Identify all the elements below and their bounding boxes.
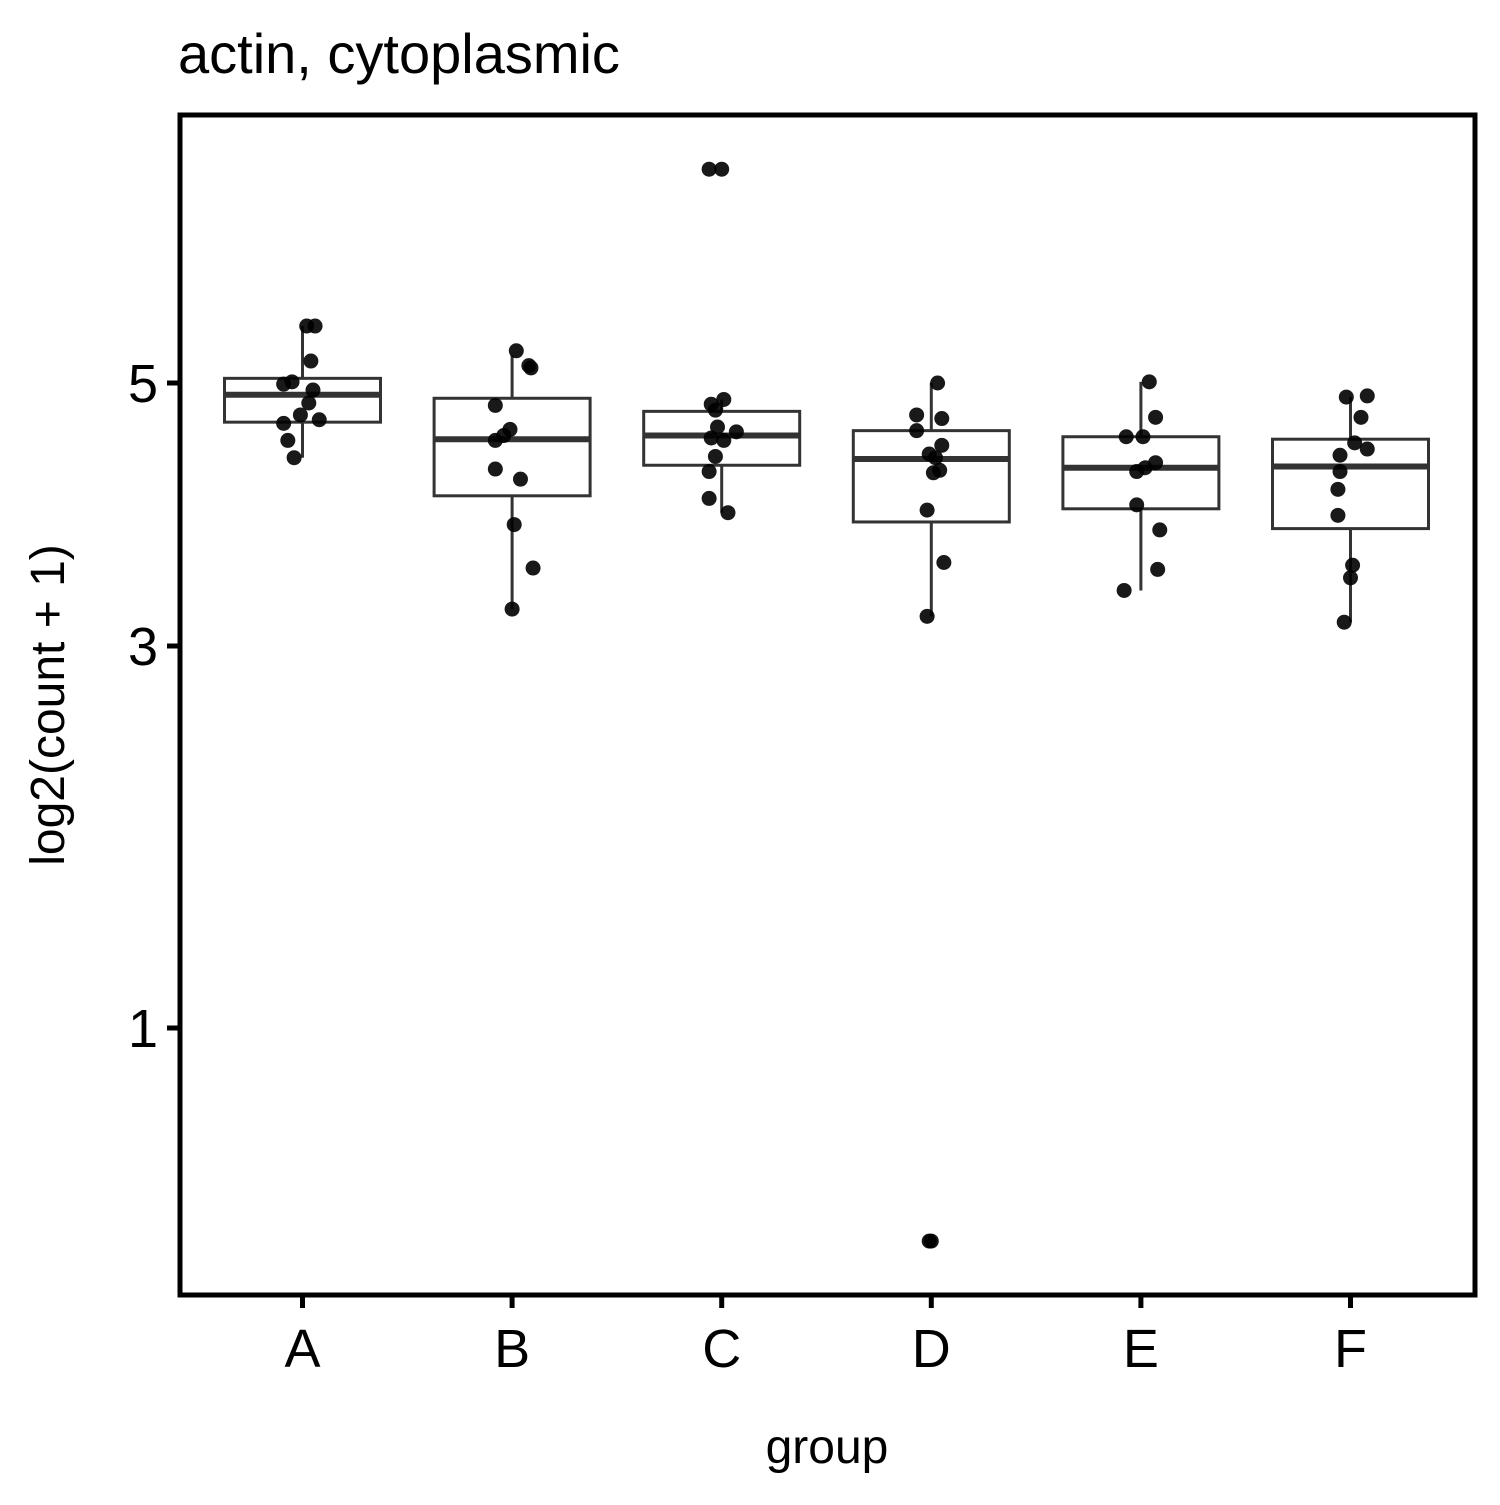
box-A: [223, 326, 382, 458]
data-point-E: [1141, 374, 1157, 390]
data-point-F: [1347, 435, 1363, 451]
data-point-A: [276, 376, 292, 392]
data-point-A: [292, 407, 308, 423]
plot-area: [223, 161, 1430, 1249]
x-tick-label: F: [1334, 1319, 1367, 1379]
y-axis: 1 3 5: [128, 354, 180, 1059]
data-point-F: [1332, 447, 1348, 463]
plot-frame: [177, 112, 1478, 1298]
data-point-C: [701, 464, 717, 480]
data-points: [276, 161, 1375, 1249]
data-point-B: [504, 601, 520, 617]
data-point-D: [927, 450, 943, 466]
data-point-D: [934, 411, 950, 427]
y-tick-label: 1: [128, 999, 158, 1059]
box-body: [1271, 437, 1430, 531]
data-point-D: [925, 465, 941, 481]
data-point-D: [909, 407, 925, 423]
data-point-D: [909, 423, 925, 439]
data-point-E: [1129, 497, 1145, 513]
data-point-C: [707, 402, 723, 418]
data-point-E: [1129, 464, 1145, 480]
data-point-F: [1343, 570, 1358, 586]
data-point-B: [525, 560, 541, 576]
y-tick-label: 3: [128, 617, 158, 677]
data-point-F: [1338, 389, 1354, 405]
data-point-D: [923, 1233, 939, 1249]
data-point-D: [930, 375, 946, 391]
data-point-A: [311, 412, 327, 428]
data-point-A: [276, 415, 292, 431]
x-axis-title: group: [766, 1421, 889, 1474]
data-point-C: [701, 161, 717, 177]
data-point-C: [701, 490, 717, 506]
x-tick-label: A: [284, 1319, 320, 1379]
box-E: [1061, 381, 1221, 591]
data-point-A: [286, 450, 302, 466]
data-point-D: [919, 502, 935, 518]
data-point-C: [714, 161, 730, 177]
box-body: [432, 396, 592, 498]
data-point-E: [1148, 409, 1164, 425]
data-point-A: [301, 395, 317, 411]
data-point-E: [1152, 522, 1168, 538]
data-point-B: [523, 360, 539, 376]
x-axis: A B C D E F: [284, 1295, 1367, 1379]
data-point-F: [1330, 481, 1346, 497]
data-point-B: [508, 343, 524, 359]
data-point-A: [280, 432, 296, 448]
box-F: [1271, 397, 1430, 623]
data-point-B: [487, 461, 503, 477]
data-point-C: [716, 432, 732, 448]
data-point-F: [1353, 409, 1369, 425]
x-tick-label: E: [1123, 1319, 1159, 1379]
data-point-B: [512, 471, 528, 487]
data-point-B: [487, 397, 503, 413]
data-point-C: [710, 419, 726, 435]
chart-title: actin, cytoplasmic: [178, 22, 620, 85]
x-tick-label: D: [912, 1319, 951, 1379]
data-point-C: [716, 391, 732, 407]
data-point-D: [919, 608, 935, 624]
data-point-F: [1359, 441, 1375, 457]
x-tick-label: B: [494, 1319, 530, 1379]
data-point-D: [934, 437, 950, 453]
data-point-B: [487, 432, 503, 448]
x-tick-label: C: [702, 1319, 741, 1379]
y-axis-title: log2(count + 1): [22, 544, 75, 866]
data-point-E: [1135, 429, 1151, 445]
y-tick-label: 5: [128, 354, 158, 414]
data-point-E: [1118, 429, 1134, 445]
data-point-C: [720, 505, 736, 521]
data-point-D: [936, 554, 952, 570]
data-point-A: [305, 382, 321, 398]
data-point-F: [1345, 557, 1361, 573]
data-point-B: [506, 517, 522, 533]
data-point-E: [1116, 582, 1132, 598]
box-B: [432, 355, 592, 610]
data-point-A: [307, 318, 323, 334]
box-D: [851, 383, 1011, 617]
data-point-A: [303, 353, 319, 369]
data-point-F: [1330, 507, 1346, 523]
data-point-C: [707, 448, 723, 464]
data-point-F: [1332, 464, 1348, 480]
data-point-C: [703, 430, 719, 446]
data-point-F: [1359, 388, 1375, 404]
data-point-C: [728, 424, 744, 440]
data-point-E: [1150, 561, 1166, 577]
data-point-F: [1336, 614, 1352, 630]
